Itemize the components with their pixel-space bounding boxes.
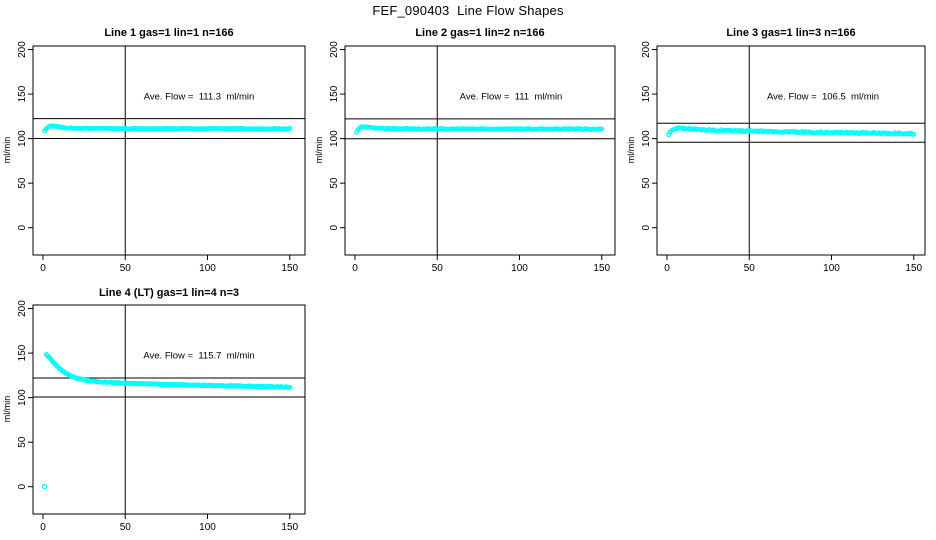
subplot-title: Line 1 gas=1 lin=1 n=166	[104, 27, 234, 39]
y-axis-label: ml/min	[314, 136, 324, 164]
y-tick-label: 100	[329, 130, 340, 147]
ave-flow-annotation: Ave. Flow = 106.5 ml/min	[766, 91, 880, 103]
subplot-title: Line 3 gas=1 lin=3 n=166	[726, 27, 856, 39]
x-tick-label: 50	[120, 522, 132, 533]
y-tick-label: 0	[641, 224, 652, 230]
y-axis-label: ml/min	[2, 136, 12, 164]
x-tick-label: 150	[593, 263, 610, 274]
y-tick-label: 50	[17, 436, 28, 448]
x-tick-label: 0	[352, 263, 358, 274]
x-tick-label: 0	[40, 522, 46, 533]
y-axis: 0 50 100 150 200	[17, 300, 33, 489]
x-tick-label: 50	[432, 263, 444, 274]
plot-box	[32, 304, 306, 515]
plot-canvas-line-2: 0 50 100 150 0 50 100 150 200	[329, 41, 616, 274]
data-point	[287, 125, 293, 131]
x-tick-label: 150	[281, 522, 298, 533]
x-axis: 0 50 100 150	[664, 255, 923, 274]
y-tick-label: 50	[329, 177, 340, 189]
data-point	[287, 384, 293, 390]
y-tick-label: 150	[329, 85, 340, 102]
plot-canvas-line-3: 0 50 100 150 0 50 100 150 200	[641, 41, 926, 274]
data-point	[599, 126, 605, 132]
plot-canvas-line-1: 0 50 100 150 0 50 100 150 200	[17, 41, 306, 274]
x-tick-label: 50	[744, 263, 756, 274]
x-axis: 0 50 100 150	[352, 255, 611, 274]
x-tick-label: 100	[199, 263, 216, 274]
y-tick-label: 0	[329, 224, 340, 230]
ave-flow-annotation: Ave. Flow = 111.3 ml/min	[143, 91, 255, 103]
plot-box	[344, 45, 616, 256]
x-tick-label: 0	[40, 263, 46, 274]
data-point	[911, 131, 917, 137]
subplot-line-2: 0 50 100 150 0 50 100 150 200 Line 2 gas=1 lin=2…	[312, 25, 624, 278]
y-tick-label: 150	[17, 344, 28, 361]
y-tick-label: 200	[17, 300, 28, 317]
x-axis: 0 50 100 150	[40, 255, 299, 274]
y-axis: 0 50 100 150 200	[17, 41, 33, 230]
subplot-title: Line 2 gas=1 lin=2 n=166	[415, 27, 545, 39]
scatter-points	[41, 352, 293, 490]
subplot-title: Line 4 (LT) gas=1 lin=4 n=3	[98, 287, 240, 299]
x-tick-label: 150	[281, 263, 298, 274]
y-tick-label: 200	[17, 41, 28, 58]
y-tick-label: 100	[641, 130, 652, 147]
y-tick-label: 200	[641, 41, 652, 58]
ave-flow-annotation: Ave. Flow = 111 ml/min	[459, 91, 563, 103]
y-axis-label: ml/min	[626, 136, 636, 164]
data-point-outlier	[41, 483, 48, 490]
x-tick-label: 150	[905, 263, 922, 274]
scatter-points	[42, 123, 293, 134]
y-tick-label: 100	[17, 389, 28, 406]
x-tick-label: 100	[511, 263, 528, 274]
subplot-line-4-lt: 0 50 100 150 0 50 100 150 200 Line 4 (LT) gas=1 …	[0, 285, 312, 540]
y-tick-label: 0	[17, 224, 28, 230]
x-tick-label: 0	[664, 263, 670, 274]
x-tick-label: 50	[120, 263, 132, 274]
scatter-points	[666, 125, 917, 138]
y-tick-label: 150	[17, 85, 28, 102]
y-axis-label: ml/min	[2, 395, 12, 423]
plot-box	[656, 45, 926, 256]
y-axis: 0 50 100 150 200	[329, 41, 345, 230]
y-tick-label: 0	[17, 483, 28, 489]
y-tick-label: 50	[641, 177, 652, 189]
plot-box	[32, 45, 306, 256]
y-axis: 0 50 100 150 200	[641, 41, 657, 230]
scatter-points	[354, 124, 605, 135]
plot-canvas-line-4: 0 50 100 150 0 50 100 150 200	[17, 300, 306, 533]
x-tick-label: 100	[823, 263, 840, 274]
subplot-line-3: 0 50 100 150 0 50 100 150 200 Line 3 gas=1 lin=3…	[624, 25, 936, 278]
y-tick-label: 200	[329, 41, 340, 58]
x-tick-label: 100	[199, 522, 216, 533]
subplot-line-1: 0 50 100 150 0 50 100 150 200 Line 1 gas=1 lin=1…	[0, 25, 312, 278]
ave-flow-annotation: Ave. Flow = 115.7 ml/min	[143, 350, 255, 362]
y-tick-label: 100	[17, 130, 28, 147]
x-axis: 0 50 100 150	[40, 514, 299, 533]
y-tick-label: 50	[17, 177, 28, 189]
figure-title: FEF_090403 Line Flow Shapes	[372, 3, 564, 18]
y-tick-label: 150	[641, 85, 652, 102]
